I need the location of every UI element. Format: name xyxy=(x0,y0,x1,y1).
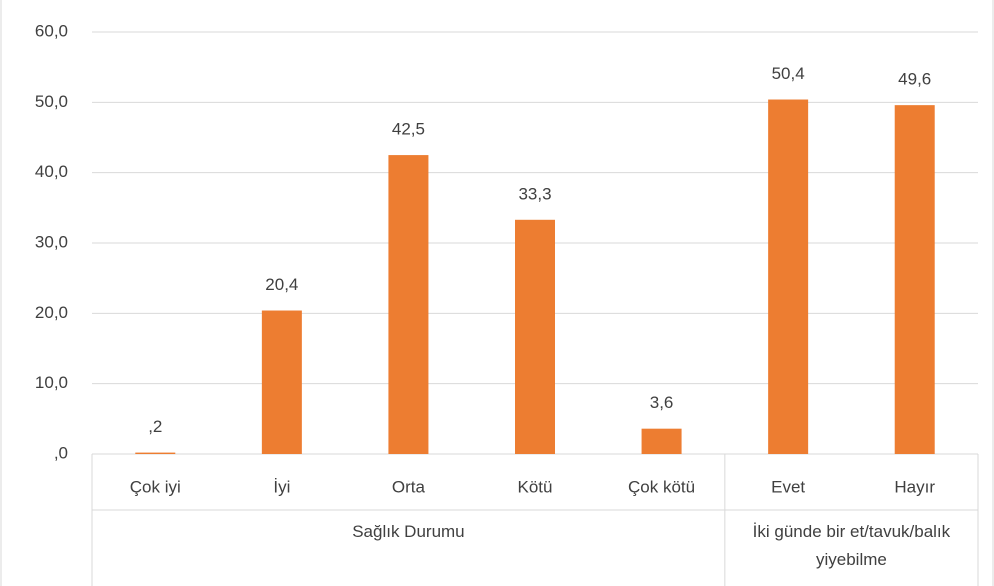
x-tick-label: Çok iyi xyxy=(130,477,181,496)
y-tick-label: 20,0 xyxy=(35,303,68,322)
group-label: İki günde bir et/tavuk/balık yiyebilme xyxy=(752,522,951,569)
data-label: 20,4 xyxy=(265,275,298,294)
bar xyxy=(261,310,302,454)
y-tick-label: 10,0 xyxy=(35,373,68,392)
group-label: Sağlık Durumu xyxy=(352,522,465,541)
data-label: 42,5 xyxy=(392,120,425,139)
bar xyxy=(515,219,555,454)
bar xyxy=(135,452,176,454)
data-label: 49,6 xyxy=(898,70,931,89)
data-label: ,2 xyxy=(148,417,162,436)
bar xyxy=(641,428,682,454)
x-tick-label: Çok kötü xyxy=(628,477,695,496)
data-label: 50,4 xyxy=(772,64,805,83)
x-tick-label: İyi xyxy=(273,477,290,496)
y-tick-label: ,0 xyxy=(54,443,68,462)
data-label: 3,6 xyxy=(650,393,674,412)
y-tick-label: 60,0 xyxy=(35,21,68,40)
y-tick-label: 30,0 xyxy=(35,232,68,251)
bar xyxy=(894,105,935,454)
x-tick-label: Hayır xyxy=(894,477,935,496)
x-tick-label: Evet xyxy=(771,477,805,496)
y-tick-label: 40,0 xyxy=(35,162,68,181)
y-tick-label: 50,0 xyxy=(35,92,68,111)
bar xyxy=(388,155,429,455)
x-tick-label: Orta xyxy=(392,477,426,496)
data-label: 33,3 xyxy=(518,184,551,203)
x-tick-label: Kötü xyxy=(518,477,553,496)
bar xyxy=(768,99,809,455)
